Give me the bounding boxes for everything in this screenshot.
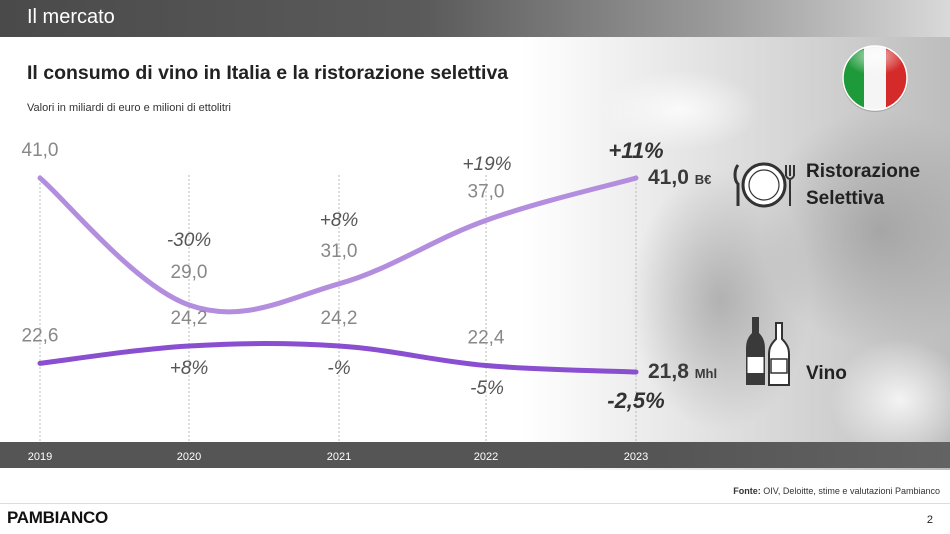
ristorazione-unit: B€ bbox=[694, 172, 712, 187]
legend-vino: Vino bbox=[806, 363, 847, 384]
ristorazione-end-number: 41,0 bbox=[648, 166, 695, 189]
source-text: OIV, Deloitte, stime e valutazioni Pambi… bbox=[760, 486, 940, 496]
vino-series-line bbox=[37, 341, 639, 375]
vino-value-label: 22,4 bbox=[468, 328, 505, 349]
vino-change-label: -5% bbox=[470, 378, 504, 399]
section-title: Il mercato bbox=[27, 6, 115, 28]
header-bar bbox=[0, 0, 950, 37]
vino-value-label: 22,6 bbox=[22, 325, 59, 346]
vino-end-number: 21,8 bbox=[648, 360, 695, 383]
page-title: Il consumo di vino in Italia e la ristor… bbox=[27, 62, 509, 84]
ristorazione-change-label: -30% bbox=[167, 230, 211, 251]
source-label: Fonte: bbox=[733, 486, 761, 496]
x-tick-label: 2023 bbox=[624, 451, 648, 463]
ristorazione-end-value: 41,0 B€ bbox=[648, 166, 711, 190]
vino-value-label: 24,2 bbox=[321, 308, 358, 329]
ristorazione-value-label: 29,0 bbox=[171, 262, 208, 283]
timeline-bar bbox=[0, 442, 950, 468]
legend-ristorazione-line1: Ristorazione bbox=[806, 161, 921, 182]
legend-ristorazione: Ristorazione Selettiva bbox=[806, 158, 920, 212]
ristorazione-change-label: +19% bbox=[462, 154, 511, 175]
vino-change-label: +8% bbox=[170, 358, 209, 379]
vino-change-label: -2,5% bbox=[607, 388, 664, 413]
page-number: 2 bbox=[926, 514, 933, 526]
vino-change-label: -% bbox=[327, 358, 350, 379]
plate-cutlery-icon bbox=[733, 162, 795, 208]
ristorazione-value-label: 41,0 bbox=[22, 140, 59, 161]
pambianco-logo: PAMBIANCO bbox=[7, 508, 108, 527]
x-tick-label: 2022 bbox=[474, 451, 498, 463]
vino-value-label: 24,2 bbox=[171, 308, 208, 329]
ristorazione-change-label: +11% bbox=[608, 138, 663, 163]
x-tick-label: 2020 bbox=[177, 451, 201, 463]
x-tick-label: 2019 bbox=[28, 451, 52, 463]
legend-ristorazione-line2: Selettiva bbox=[806, 188, 885, 209]
wine-bottles-icon bbox=[746, 317, 790, 386]
vino-end-value: 21,8 Mhl bbox=[648, 360, 717, 384]
ristorazione-value-label: 37,0 bbox=[468, 181, 505, 202]
vino-unit: Mhl bbox=[694, 366, 718, 381]
ristorazione-value-label: 31,0 bbox=[321, 241, 358, 262]
ristorazione-series-line bbox=[37, 175, 639, 315]
x-tick-label: 2021 bbox=[327, 451, 351, 463]
source-note: Fonte: OIV, Deloitte, stime e valutazion… bbox=[733, 486, 940, 496]
footer-divider bbox=[0, 503, 950, 504]
ristorazione-change-label: +8% bbox=[320, 210, 359, 231]
italy-flag-icon bbox=[842, 45, 908, 112]
page-subtitle: Valori in miliardi di euro e milioni di … bbox=[27, 102, 231, 114]
